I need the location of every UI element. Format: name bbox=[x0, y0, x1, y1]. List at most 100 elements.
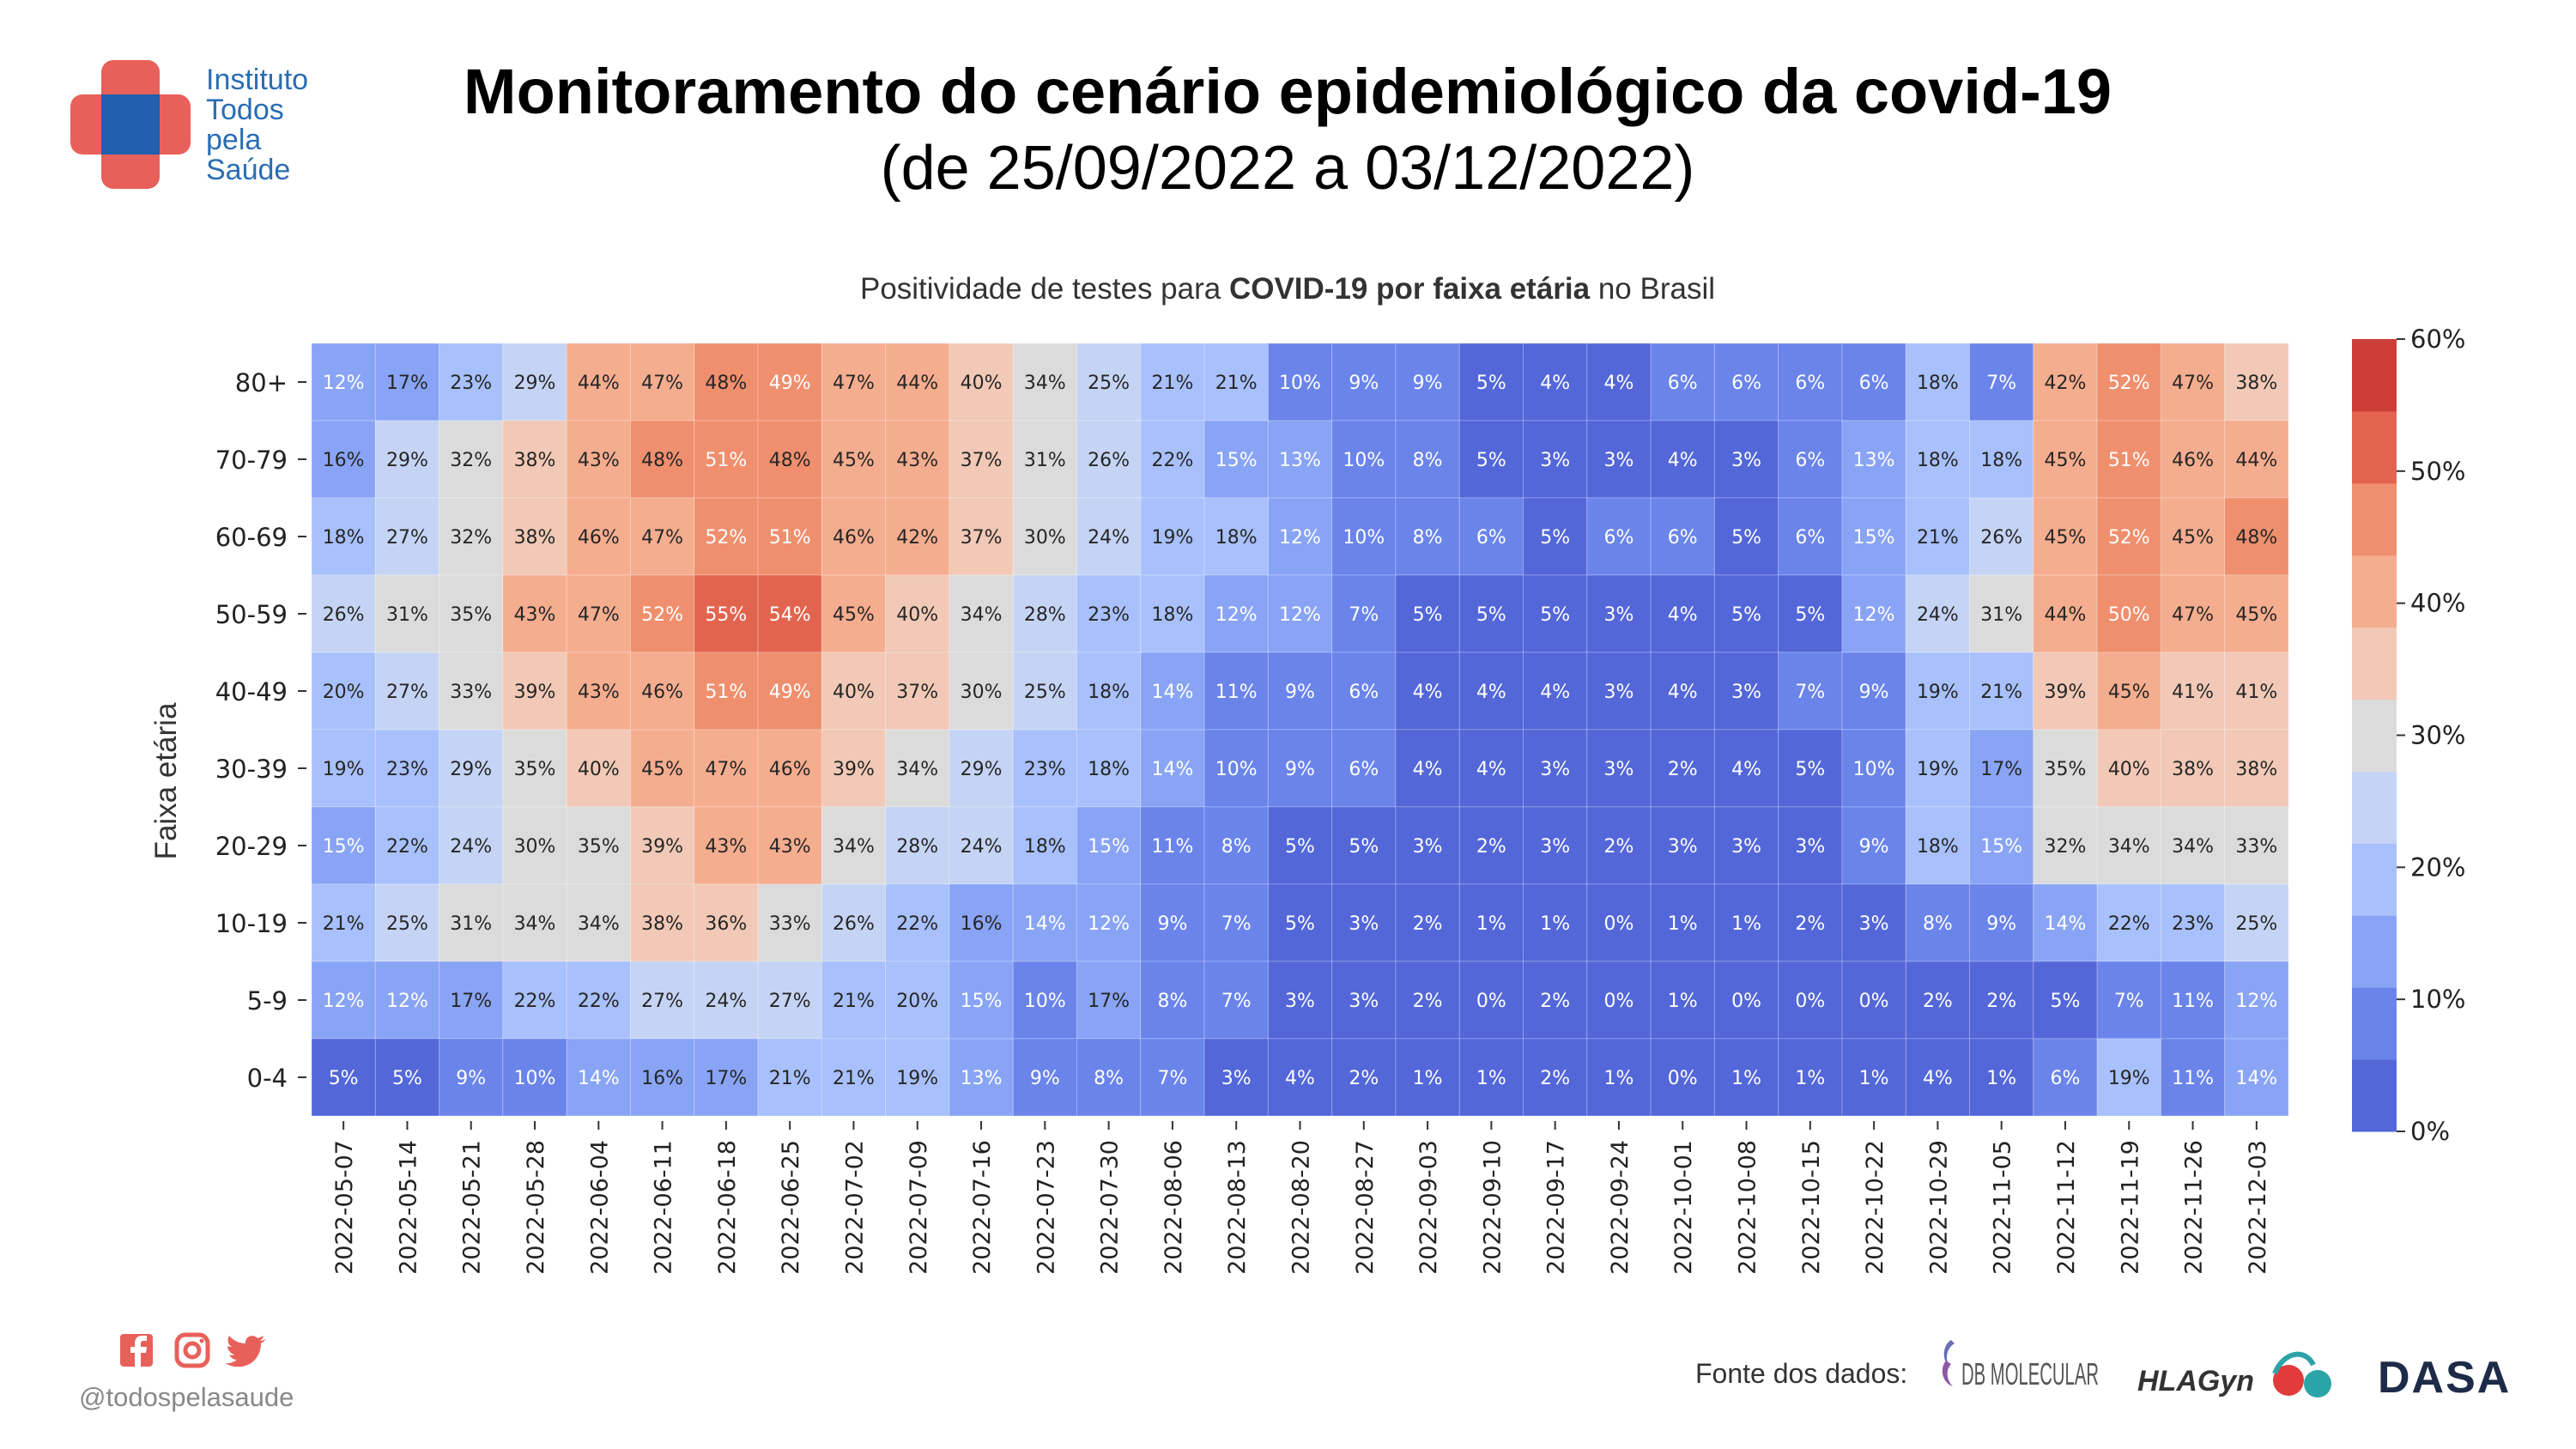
colorbar-segment bbox=[2352, 482, 2397, 556]
heatmap-cell bbox=[1586, 883, 1652, 962]
cell-value-label: 19% bbox=[323, 759, 365, 780]
y-tick-label: 0-4 bbox=[247, 1064, 288, 1093]
heatmap-cell bbox=[1523, 652, 1588, 731]
cell-value-label: 23% bbox=[1024, 759, 1066, 780]
heatmap-cell bbox=[1395, 343, 1460, 421]
cell-value-label: 38% bbox=[514, 527, 556, 549]
cell-value-label: 3% bbox=[1859, 913, 1889, 935]
heatmap-cell bbox=[629, 420, 695, 499]
heatmap-cell bbox=[374, 1038, 440, 1117]
cell-value-label: 6% bbox=[1349, 682, 1379, 703]
cell-value-label: 6% bbox=[1668, 373, 1698, 394]
heatmap-cell bbox=[1140, 729, 1205, 808]
heatmap-cell bbox=[2096, 883, 2161, 962]
x-tick-label: 2022-05-21 bbox=[459, 1140, 486, 1275]
cell-value-label: 0% bbox=[1795, 991, 1825, 1012]
cell-value-label: 3% bbox=[1349, 913, 1379, 935]
cell-value-label: 6% bbox=[2051, 1068, 2081, 1089]
heatmap-cell bbox=[2224, 652, 2289, 731]
heatmap-cell bbox=[949, 883, 1014, 962]
social-icons bbox=[120, 1332, 266, 1368]
heatmap-cell bbox=[2096, 729, 2161, 808]
heatmap-cell bbox=[1076, 729, 1142, 808]
twitter-icon[interactable] bbox=[225, 1336, 266, 1367]
cell-value-label: 33% bbox=[769, 913, 811, 935]
page-title: Monitoramento do cenário epidemiológico … bbox=[463, 56, 2112, 127]
facebook-icon[interactable] bbox=[120, 1334, 153, 1367]
cell-value-label: 9% bbox=[1413, 373, 1443, 394]
cell-value-label: 7% bbox=[1349, 604, 1379, 626]
y-tick-label: 50-59 bbox=[215, 600, 288, 629]
heatmap-cell bbox=[2160, 343, 2226, 421]
cell-value-label: 45% bbox=[2045, 527, 2087, 549]
heatmap-cell bbox=[1586, 574, 1652, 653]
cell-value-label: 22% bbox=[386, 836, 428, 858]
cell-value-label: 48% bbox=[705, 373, 747, 394]
cell-value-label: 47% bbox=[705, 759, 747, 780]
cell-value-label: 11% bbox=[1215, 682, 1258, 703]
cell-value-label: 35% bbox=[2045, 759, 2087, 780]
cell-value-label: 5% bbox=[1540, 527, 1570, 549]
heatmap-cell bbox=[1778, 729, 1843, 808]
cell-value-label: 2% bbox=[1349, 1068, 1379, 1089]
y-tick-label: 60-69 bbox=[215, 523, 288, 552]
heatmap-cell bbox=[374, 497, 440, 576]
colorbar-tick-label: 10% bbox=[2410, 985, 2465, 1014]
heatmap-cell bbox=[311, 652, 376, 731]
cell-value-label: 32% bbox=[450, 450, 492, 471]
cell-value-label: 24% bbox=[1088, 527, 1130, 549]
heatmap-cell bbox=[2160, 497, 2226, 576]
cell-value-label: 50% bbox=[2108, 604, 2150, 626]
cell-value-label: 0% bbox=[1476, 991, 1506, 1012]
heatmap-cell bbox=[821, 652, 887, 731]
heatmap-cell bbox=[1458, 574, 1524, 653]
heatmap-cell bbox=[2096, 574, 2161, 653]
social-handle[interactable]: @todospelasaude bbox=[79, 1382, 294, 1412]
heatmap-cell bbox=[757, 497, 822, 576]
instituto-logo-icon bbox=[70, 60, 191, 189]
heatmap-cell bbox=[2096, 1038, 2161, 1117]
heatmap-cell bbox=[1267, 1038, 1333, 1117]
cell-value-label: 3% bbox=[1349, 991, 1379, 1012]
heatmap-cell bbox=[2033, 883, 2098, 962]
heatmap-cell bbox=[1969, 652, 2034, 731]
cell-value-label: 15% bbox=[961, 991, 1003, 1012]
cell-value-label: 44% bbox=[2045, 604, 2087, 626]
cell-value-label: 23% bbox=[1088, 604, 1130, 626]
cell-value-label: 5% bbox=[392, 1068, 422, 1089]
cell-value-label: 51% bbox=[705, 450, 747, 471]
cell-value-label: 9% bbox=[1285, 759, 1315, 780]
cell-value-label: 41% bbox=[2172, 682, 2214, 703]
cell-value-label: 12% bbox=[2235, 991, 2277, 1012]
cell-value-label: 43% bbox=[705, 836, 747, 858]
heatmap-cell bbox=[502, 497, 567, 576]
colorbar-segment bbox=[2352, 699, 2397, 772]
cell-value-label: 49% bbox=[769, 373, 811, 394]
heatmap-cell bbox=[1969, 343, 2034, 421]
x-tick-label: 2022-06-25 bbox=[778, 1140, 804, 1275]
cell-value-label: 2% bbox=[1540, 1068, 1570, 1089]
heatmap-cell bbox=[821, 1038, 887, 1117]
cell-value-label: 25% bbox=[1024, 682, 1066, 703]
heatmap-cell bbox=[1841, 420, 1906, 499]
x-tick-label: 2022-10-01 bbox=[1670, 1140, 1697, 1275]
heatmap-cell bbox=[1203, 883, 1269, 962]
cell-value-label: 4% bbox=[1285, 1068, 1315, 1089]
x-tick-label: 2022-06-04 bbox=[586, 1140, 613, 1275]
cell-value-label: 45% bbox=[2045, 450, 2087, 471]
heatmap-cell bbox=[1458, 1038, 1524, 1117]
heatmap-cell bbox=[757, 883, 822, 962]
cell-value-label: 19% bbox=[1917, 759, 1959, 780]
heatmap-cell bbox=[1140, 343, 1205, 421]
heatmap-cell bbox=[694, 729, 759, 808]
heatmap-cell bbox=[949, 961, 1014, 1040]
heatmap-cell bbox=[1969, 961, 2034, 1040]
heatmap-cell bbox=[1650, 1038, 1715, 1117]
instagram-icon[interactable] bbox=[174, 1332, 210, 1368]
cell-value-label: 5% bbox=[329, 1068, 359, 1089]
cell-value-label: 44% bbox=[896, 373, 938, 394]
cell-value-label: 15% bbox=[1853, 527, 1895, 549]
heatmap-cell bbox=[694, 652, 759, 731]
sponsor-label: DB MOLECULAR bbox=[1961, 1356, 2099, 1391]
colorbar-segment bbox=[2352, 339, 2397, 412]
